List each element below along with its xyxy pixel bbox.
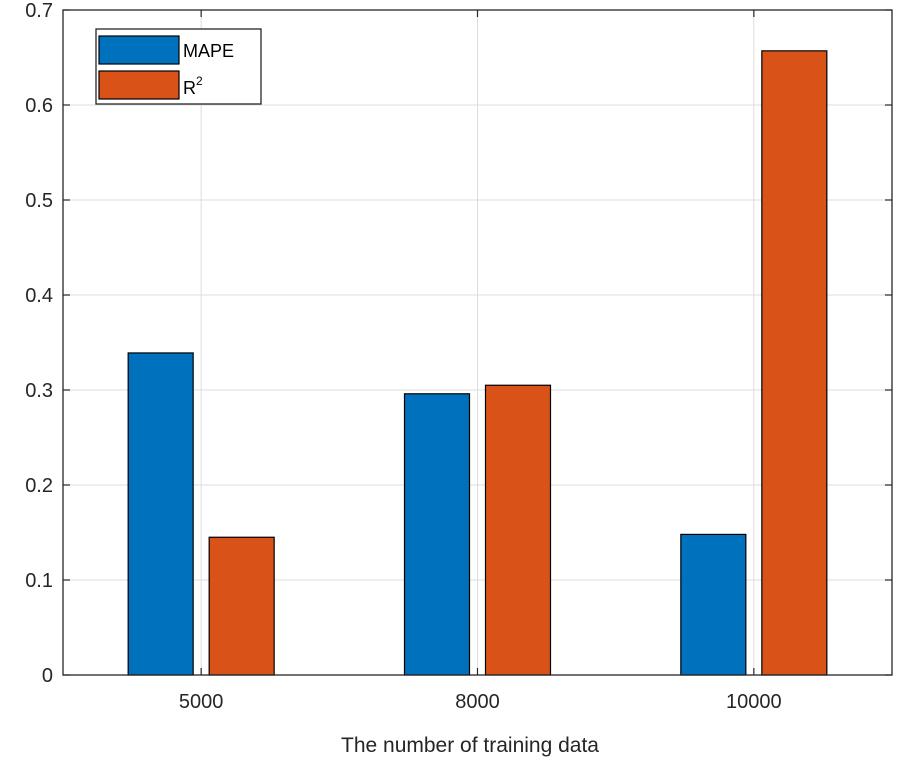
y-tick-label: 0.5 (25, 190, 53, 212)
legend-label-mape: MAPE (183, 41, 234, 61)
legend: MAPE R2 (95, 28, 262, 105)
bar-mape-8000 (403, 393, 471, 676)
x-tick-label: 5000 (179, 691, 224, 713)
legend-label-r2-superscript: 2 (196, 74, 203, 88)
legend-label-r2-base: R (183, 78, 196, 98)
bar-mape-10000 (680, 533, 747, 676)
axis-ticks: 0 0.1 0.2 0.3 0.4 0.5 0.6 0.7 5000 8000 10000 (25, 0, 892, 713)
bar-r2-8000 (484, 384, 552, 676)
bar-r2-5000 (208, 536, 275, 676)
y-tick-label: 0.2 (25, 475, 53, 497)
y-tick-label: 0.1 (25, 570, 53, 592)
y-tick-label: 0 (42, 665, 53, 687)
bar-mape-5000 (127, 352, 194, 676)
y-tick-label: 0.4 (25, 285, 53, 307)
x-axis-label: The number of training data (341, 734, 599, 757)
x-tick-label: 8000 (455, 691, 500, 713)
bar-r2-10000 (761, 50, 828, 676)
legend-label-r2: R2 (183, 74, 203, 98)
y-tick-label: 0.6 (25, 95, 53, 117)
bars (127, 50, 828, 676)
legend-swatch-r2 (98, 70, 180, 100)
y-tick-label: 0.3 (25, 380, 53, 402)
y-tick-label: 0.7 (25, 0, 53, 22)
x-tick-label: 10000 (726, 691, 782, 713)
legend-swatch-mape (98, 35, 180, 65)
